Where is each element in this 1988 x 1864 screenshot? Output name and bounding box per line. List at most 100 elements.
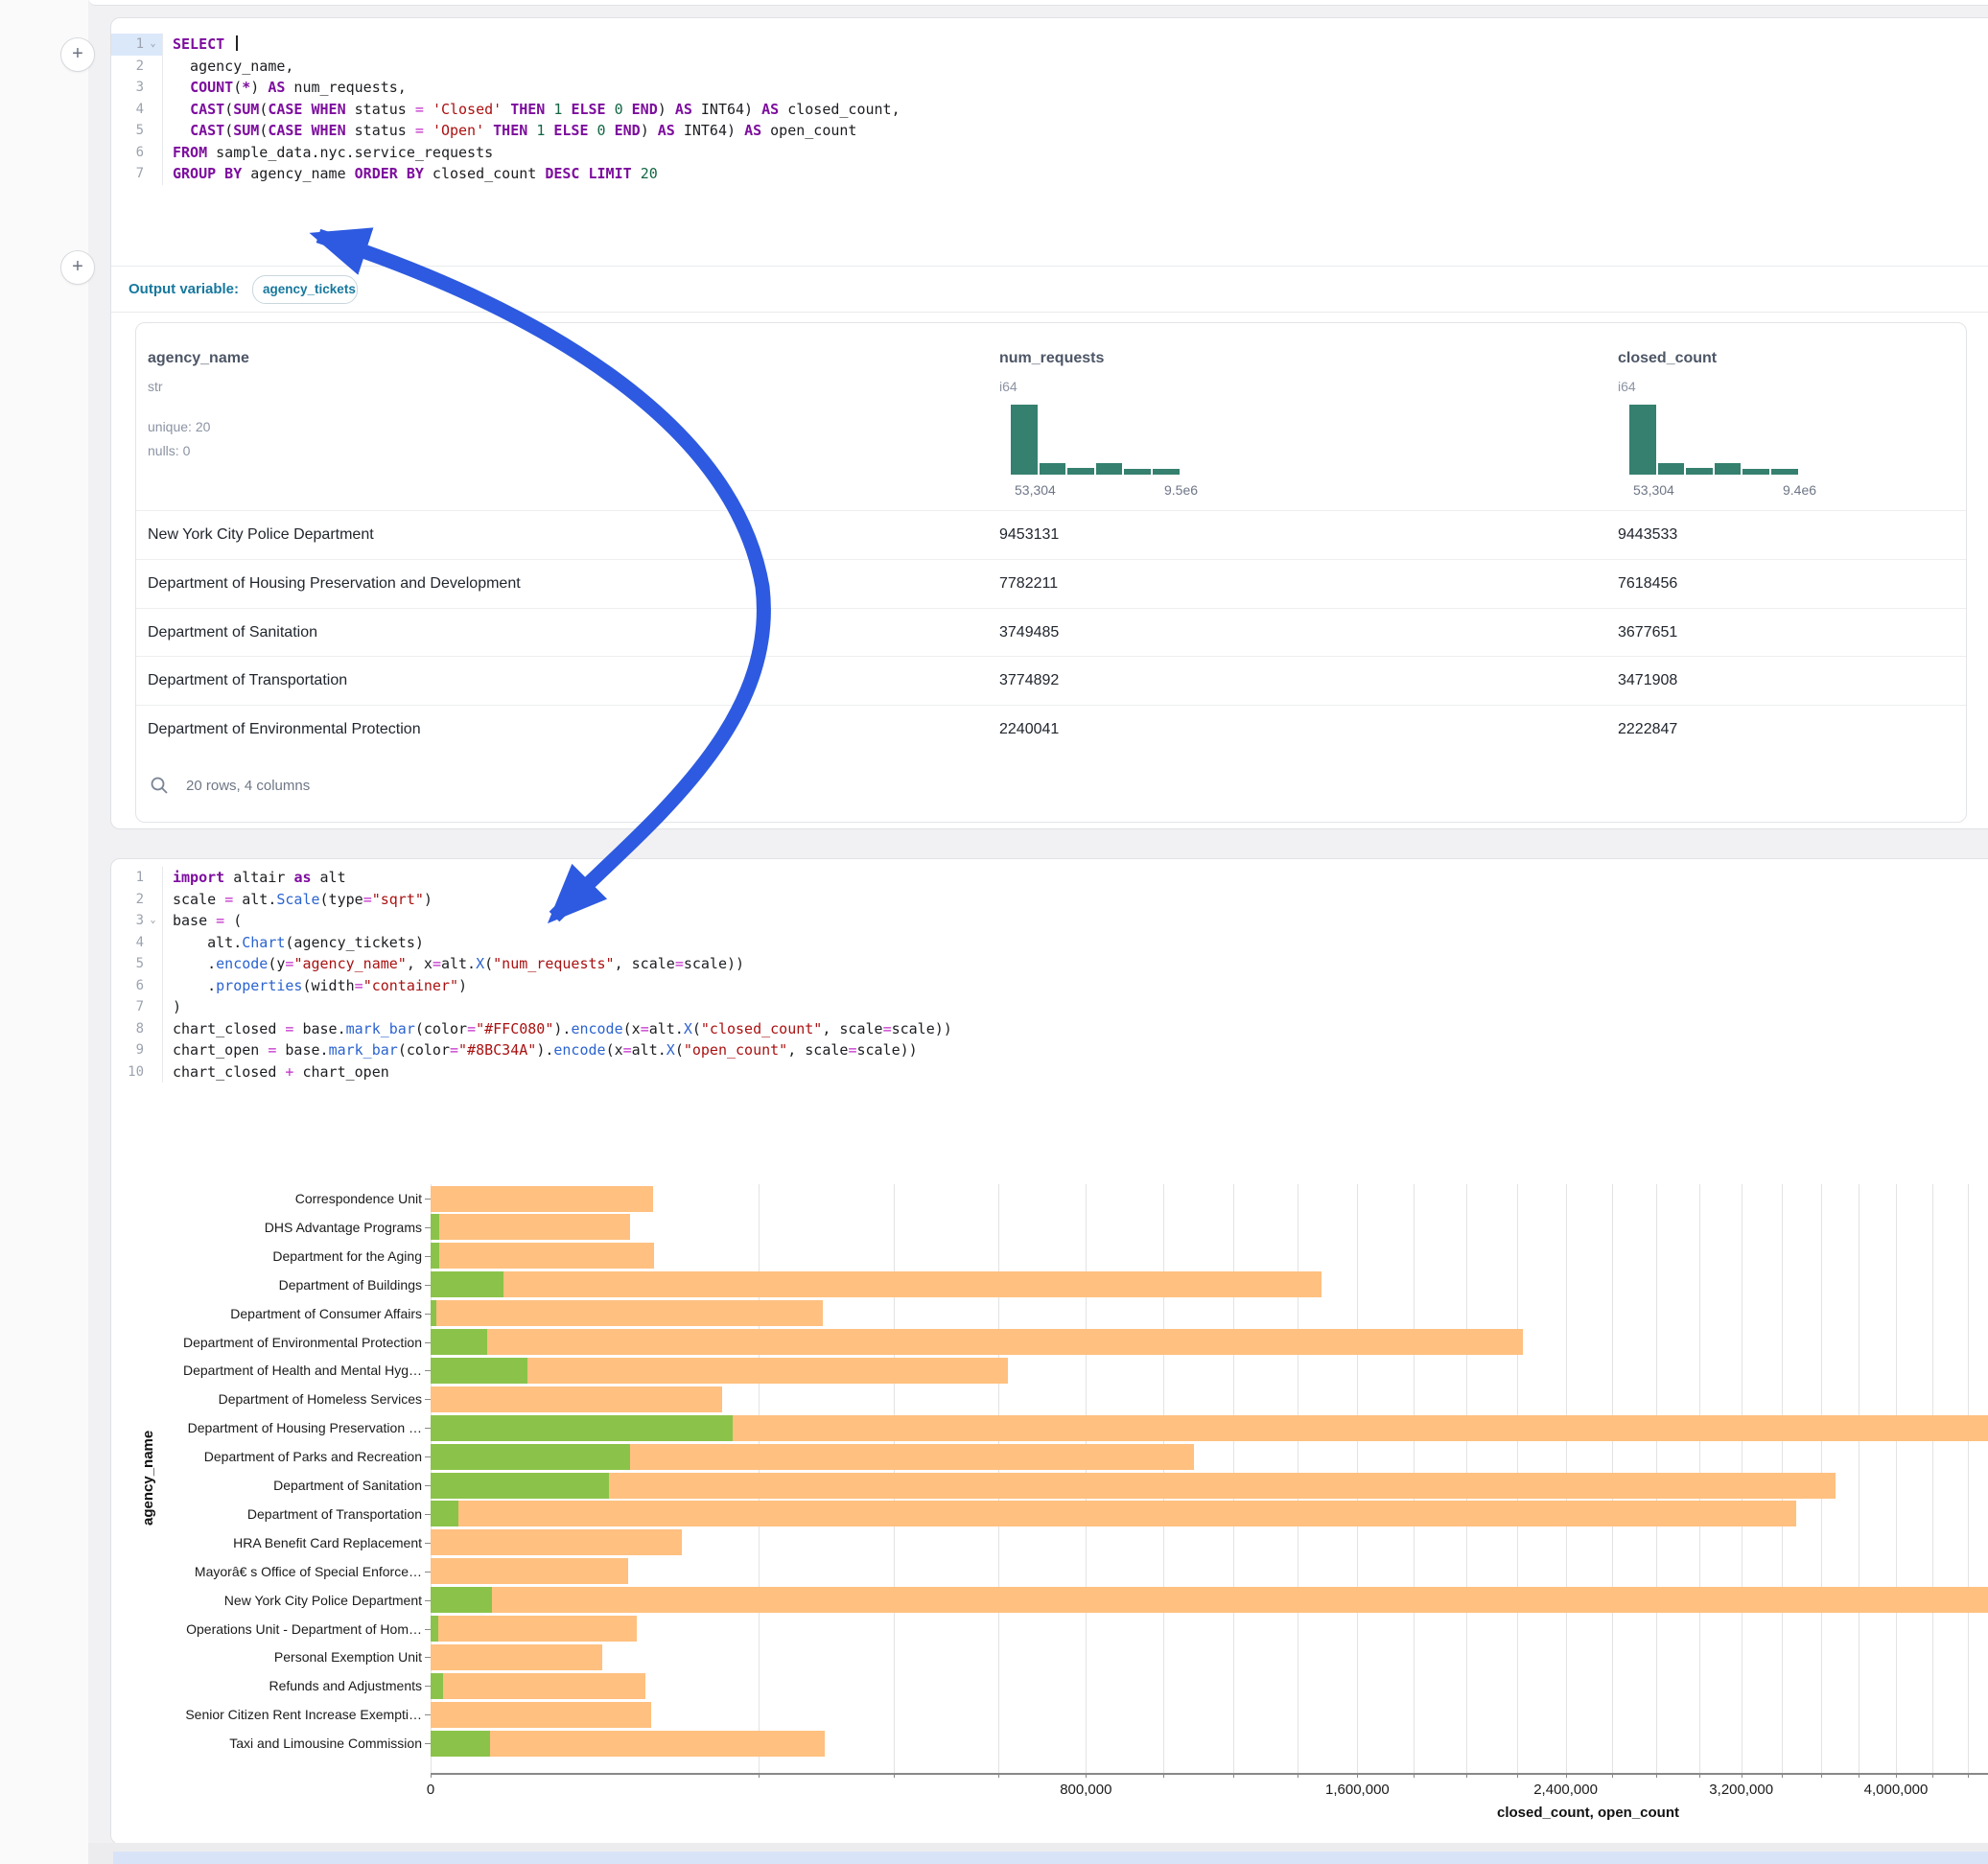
y-tick xyxy=(425,1657,431,1659)
gridline xyxy=(1967,1184,1969,1773)
fold-chevron-placeholder xyxy=(144,56,162,78)
line-number-gutter: 3 ⌄ xyxy=(111,910,163,932)
y-category-label: Department of Sanitation xyxy=(273,1478,422,1493)
table-cell: Department of Transportation xyxy=(148,672,348,689)
y-category-label: Refunds and Adjustments xyxy=(269,1678,422,1694)
column-header-num_requests[interactable]: num_requests xyxy=(999,350,1105,366)
bar-closed-count xyxy=(431,1730,825,1757)
histogram-bar xyxy=(1770,469,1798,475)
search-icon[interactable] xyxy=(150,776,169,795)
python-code-editor[interactable]: 1 import altair as alt 2 scale = alt.Scale(… xyxy=(111,867,1988,1083)
x-tick xyxy=(758,1773,760,1778)
code-line[interactable]: 1 ⌄ SELECT xyxy=(111,34,1988,56)
output-variable-pill[interactable]: agency_tickets xyxy=(252,274,359,304)
line-number-gutter: 9 xyxy=(111,1039,163,1061)
y-tick xyxy=(425,1199,431,1200)
code-line[interactable]: 2 scale = alt.Scale(type="sqrt") xyxy=(111,888,1988,910)
column-type: str xyxy=(148,379,163,394)
sql-cell: 1 ⌄ SELECT 2 agency_name, 3 COUNT(*) AS num… xyxy=(110,17,1988,829)
y-category-label: Senior Citizen Rent Increase Exempti… xyxy=(185,1707,422,1723)
fold-chevron-placeholder xyxy=(144,99,162,121)
y-tick xyxy=(425,1341,431,1343)
code-line[interactable]: 9 chart_open = base.mark_bar(color="#8BC3… xyxy=(111,1039,1988,1061)
code-line[interactable]: 2 agency_name, xyxy=(111,55,1988,78)
bar-closed-count xyxy=(431,1558,629,1585)
y-tick xyxy=(425,1226,431,1228)
code-line[interactable]: 4 alt.Chart(agency_tickets) xyxy=(111,931,1988,953)
bar-closed-count xyxy=(431,1701,652,1728)
x-tick xyxy=(431,1773,432,1778)
add-cell-button-top[interactable]: + xyxy=(60,37,95,72)
x-tick xyxy=(1163,1773,1164,1778)
result-table[interactable]: New York City Police Department 9453131 94… xyxy=(135,322,1967,823)
code-line[interactable]: 6 FROM sample_data.nyc.service_requests xyxy=(111,141,1988,163)
y-category-label: Department of Health and Mental Hyg… xyxy=(182,1363,422,1379)
bar-open-count xyxy=(431,1243,440,1270)
line-number-gutter: 3 xyxy=(111,77,163,99)
code-line[interactable]: 10 chart_closed + chart_open xyxy=(111,1060,1988,1083)
code-line[interactable]: 5 CAST(SUM(CASE WHEN status = 'Open' THE… xyxy=(111,120,1988,142)
table-cell: 3749485 xyxy=(999,623,1060,641)
code-line[interactable]: 7) xyxy=(111,996,1988,1018)
bar-closed-count xyxy=(431,1185,653,1212)
fold-chevron-placeholder xyxy=(144,975,162,997)
y-category-label: Department of Housing Preservation … xyxy=(187,1420,422,1436)
bar-closed-count xyxy=(431,1243,654,1270)
y-category-label: Department of Buildings xyxy=(278,1276,422,1293)
x-tick xyxy=(1565,1773,1567,1778)
bar-open-count xyxy=(431,1329,488,1355)
y-category-label: HRA Benefit Card Replacement xyxy=(233,1534,422,1550)
y-tick xyxy=(425,1313,431,1315)
fold-chevron-placeholder xyxy=(144,1018,162,1040)
bar-open-count xyxy=(431,1616,439,1642)
table-row: New York City Police Department 9453131 94… xyxy=(136,510,1966,559)
table-row: Department of Sanitation 3749485 3677651 xyxy=(136,607,1966,657)
code-line[interactable]: 5 .encode(y="agency_name", x=alt.X("num_… xyxy=(111,953,1988,975)
table-cell: 7618456 xyxy=(1618,574,1678,592)
column-header-closed_count[interactable]: closed_count xyxy=(1618,350,1718,366)
histogram-bar xyxy=(1742,469,1769,475)
bar-closed-count xyxy=(431,1386,722,1412)
line-number-gutter: 7 xyxy=(111,163,163,185)
line-number-gutter: 7 xyxy=(111,996,163,1018)
code-line[interactable]: 6 .properties(width="container") xyxy=(111,974,1988,997)
y-tick xyxy=(425,1571,431,1573)
line-number-gutter: 5 xyxy=(111,953,163,975)
fold-chevron-icon[interactable]: ⌄ xyxy=(150,38,156,49)
bar-closed-count xyxy=(431,1616,637,1642)
x-tick-label: 2,400,000 xyxy=(1533,1782,1598,1798)
code-line[interactable]: 3 COUNT(*) AS num_requests, xyxy=(111,77,1988,99)
histogram-max-label: 9.4e6 xyxy=(1783,482,1817,498)
x-tick-label: 4,000,000 xyxy=(1863,1782,1929,1798)
sql-code-editor[interactable]: 1 ⌄ SELECT 2 agency_name, 3 COUNT(*) AS num… xyxy=(111,34,1988,185)
bar-open-count xyxy=(431,1472,609,1499)
table-cell: 9453131 xyxy=(999,526,1060,543)
table-cell: 3677651 xyxy=(1618,623,1678,641)
line-number-gutter: 2 xyxy=(111,888,163,910)
column-header-agency_name[interactable]: agency_name xyxy=(148,350,249,366)
code-line[interactable]: 1 import altair as alt xyxy=(111,867,1988,889)
result-table-footer: 20 rows, 4 columns xyxy=(136,749,1966,822)
table-row: Department of Transportation 3774892 34719… xyxy=(136,656,1966,705)
y-tick xyxy=(425,1686,431,1688)
column-stat: unique: 20 xyxy=(148,419,211,434)
code-line[interactable]: 4 CAST(SUM(CASE WHEN status = 'Closed' T… xyxy=(111,98,1988,121)
x-tick xyxy=(894,1773,896,1778)
table-cell: Department of Sanitation xyxy=(148,623,317,641)
code-line[interactable]: 7 GROUP BY agency_name ORDER BY closed_co… xyxy=(111,163,1988,185)
x-tick-label: 800,000 xyxy=(1060,1782,1112,1798)
y-category-label: Operations Unit - Department of Hom… xyxy=(186,1620,422,1637)
bar-closed-count xyxy=(431,1501,1796,1527)
output-variable-bar: Output variable: agency_tickets xyxy=(111,266,1988,313)
fold-chevron-icon[interactable]: ⌄ xyxy=(150,915,156,925)
x-tick xyxy=(1414,1773,1415,1778)
y-category-label: Department of Consumer Affairs xyxy=(230,1305,422,1321)
x-tick xyxy=(1232,1773,1234,1778)
add-cell-button-middle[interactable]: + xyxy=(60,250,95,285)
y-category-label: Department of Homeless Services xyxy=(218,1391,422,1408)
fold-chevron-placeholder xyxy=(144,953,162,975)
bar-open-count xyxy=(431,1672,444,1699)
code-line[interactable]: 3 ⌄ base = ( xyxy=(111,910,1988,932)
code-line[interactable]: 8 chart_closed = base.mark_bar(color="#FF… xyxy=(111,1017,1988,1040)
